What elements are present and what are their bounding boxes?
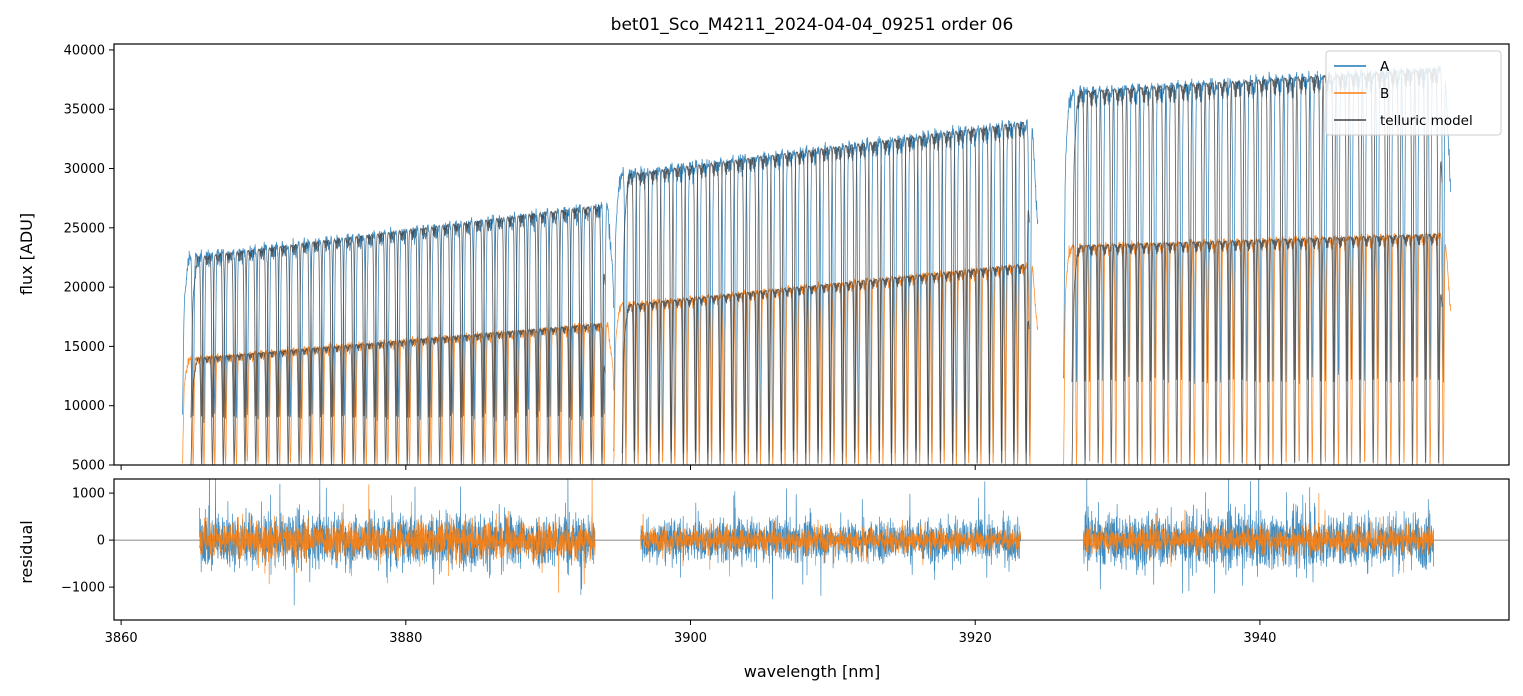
x-axis-label: wavelength [nm]	[744, 662, 881, 681]
residual-series-a-segment	[199, 479, 596, 606]
flux-y-tick-label: 15000	[64, 340, 105, 355]
residual-series-b-segment	[640, 513, 1022, 577]
residual-x-tick-label: 3920	[959, 631, 992, 646]
legend-entry-b: B	[1380, 86, 1389, 102]
residual-series-group	[114, 479, 1509, 606]
flux-y-tick-label: 25000	[64, 221, 105, 236]
flux-x-ticks	[120, 465, 1261, 470]
residual-series-b-segment	[1083, 493, 1434, 573]
telluric-model-segment	[190, 323, 606, 465]
flux-y-tick-label: 20000	[64, 281, 105, 296]
legend: A B telluric model	[1325, 50, 1502, 136]
residual-series-a-segment	[1083, 479, 1434, 594]
flux-series-a-segment	[613, 119, 1039, 458]
telluric-model-segment	[621, 263, 1030, 465]
residual-x-tick-label: 3940	[1243, 631, 1276, 646]
telluric-model-segment	[621, 121, 1030, 454]
flux-y-tick-label: 10000	[64, 399, 105, 414]
residual-x-tick-label: 3860	[105, 631, 138, 646]
residual-series-b-segment	[199, 479, 596, 593]
chart-title: bet01_Sco_M4211_2024-04-04_09251 order 0…	[611, 15, 1014, 35]
flux-series-b-segment	[1063, 232, 1451, 465]
flux-y-tick-label: 5000	[72, 459, 105, 474]
telluric-model-segment	[190, 204, 606, 418]
residual-y-tick-label: −1000	[61, 581, 105, 596]
flux-panel: 500010000150002000025000300003500040000 …	[17, 43, 1510, 474]
flux-axes-frame	[113, 43, 1510, 466]
residual-y-ticks: −1000 0 1000	[61, 487, 114, 596]
legend-entry-telluric-model: telluric model	[1380, 113, 1473, 129]
residual-x-tick-label: 3880	[389, 631, 422, 646]
flux-series-b-segment	[613, 262, 1039, 465]
residual-x-tick-label: 3900	[674, 631, 707, 646]
flux-y-axis-label: flux [ADU]	[17, 213, 36, 295]
flux-y-tick-label: 40000	[64, 43, 105, 58]
residual-y-axis-label: residual	[17, 520, 36, 583]
residual-y-tick-label: 1000	[72, 487, 105, 502]
residual-x-ticks: 3860 3880 3900 3920 3940	[105, 620, 1276, 646]
legend-entry-a: A	[1380, 59, 1390, 75]
flux-series-group	[181, 65, 1451, 465]
flux-y-tick-label: 35000	[64, 103, 105, 118]
residual-axes-frame	[113, 478, 1510, 621]
telluric-model-segment	[1071, 232, 1443, 465]
residual-panel: −1000 0 1000 3860 3880 3900 3920 3940 residual…	[17, 478, 1510, 681]
flux-y-tick-label: 30000	[64, 162, 105, 177]
residual-y-tick-label: 0	[97, 534, 105, 549]
legend-frame	[1325, 50, 1502, 136]
flux-y-ticks: 5000 10000 15000 20000 25000 30000 35000 40000	[64, 43, 114, 474]
